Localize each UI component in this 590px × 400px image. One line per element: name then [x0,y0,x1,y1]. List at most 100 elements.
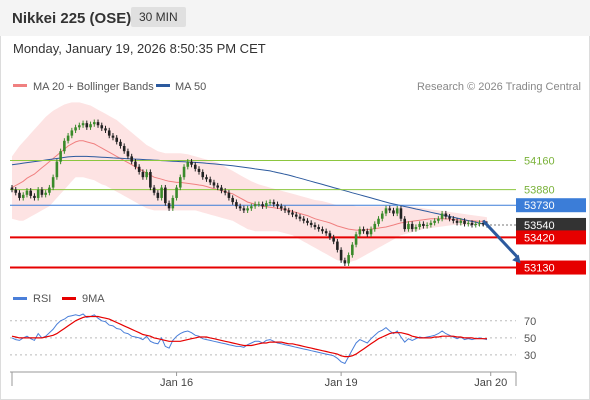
candle-body [160,187,163,198]
candle-body [18,192,21,198]
level-box-53730 [516,198,586,213]
x-tick-label: Jan 19 [325,377,358,389]
candle-body [92,122,96,125]
credit-text: Research © 2026 Trading Central [417,81,581,93]
candle-body [231,197,234,203]
candle-body [268,202,272,204]
level-label-53730: 53730 [524,200,555,212]
candle-body [384,208,388,214]
candle-body [294,214,298,217]
candle-body [111,135,115,138]
candle-body [40,189,44,195]
candle-body [395,208,399,214]
candle-body [223,190,227,193]
candle-body [444,213,448,217]
ma9-legend-swatch [62,297,76,300]
last-price-box [516,217,586,232]
candle-body [354,234,358,245]
candle-body [253,204,257,207]
candle-body [313,224,317,228]
candle-body [235,202,238,207]
candle-body [452,218,455,221]
candle-body [14,189,18,193]
candle-body [238,206,242,209]
candle-body [74,127,77,131]
candle-body [212,182,216,186]
candle-body [21,194,25,198]
timestamp: Monday, January 19, 2026 8:50:35 PM CET [13,41,266,56]
candle-body [48,187,51,193]
candle-body [227,192,231,198]
candle-body [328,233,332,238]
candle-body [119,141,122,147]
candle-body [167,203,171,209]
candle-body [343,260,347,264]
candle-body [276,204,279,207]
candle-body [369,229,373,235]
candle-body [66,135,70,141]
candle-body [407,223,410,230]
candle-body [96,122,100,126]
candle-body [429,222,433,225]
candle-body [351,244,354,256]
candle-body [29,190,32,196]
candle-body [201,171,205,178]
bollinger-legend-label: MA 20 + Bollinger Bands [33,81,154,93]
candle-body [414,227,418,230]
candle-body [362,229,365,232]
candle-body [55,161,59,178]
candle-body [478,222,481,224]
candle-body [481,222,485,224]
level-box-53130 [516,260,586,275]
candle-body [410,223,414,230]
candle-body [399,208,403,219]
candle-body [261,204,264,207]
candle-body [392,210,395,214]
candle-body [332,237,335,242]
candle-body [455,220,459,223]
candle-body [122,146,126,152]
candle-body [141,171,145,178]
rsi-ma-line [11,315,487,358]
level-label-53420: 53420 [524,232,555,244]
candle-body [44,192,47,195]
ma50-legend-label: MA 50 [175,81,206,93]
candle-body [70,130,74,136]
candle-body [126,151,130,157]
candle-body [422,223,425,226]
candle-body [220,187,223,191]
candle-body [152,187,156,193]
candle-body [425,224,429,226]
ma50-line [11,155,488,226]
candle-body [130,156,133,162]
candle-body [459,220,463,223]
candle-body [193,164,197,169]
candle-body [298,216,302,219]
candle-body [89,124,92,128]
candle-body [257,204,261,206]
candle-body [145,171,148,178]
candle-body [418,223,421,228]
candle-body [470,222,474,225]
candle-body [104,128,107,131]
candle-body [291,212,294,215]
candle-body [309,222,313,225]
candle-body [179,177,182,188]
rsi-tick-50: 50 [524,333,536,345]
candle-body [440,213,444,219]
candle-body [265,203,268,207]
candle-body [216,185,219,188]
candle-body [107,130,111,136]
timeframe-badge[interactable]: 30 MIN [131,7,186,27]
candle-body [358,229,362,235]
x-tick-label: Jan 16 [160,377,193,389]
candle-body [448,216,451,219]
projection-arrow-shaft [482,219,519,259]
candle-body [164,187,167,204]
ma50-legend-swatch [156,84,170,87]
candle-body [78,125,81,128]
chart-header: Nikkei 225 (OSE) 30 MIN [0,0,590,36]
candle-body [63,140,66,152]
rsi-tick-30: 30 [524,350,536,362]
